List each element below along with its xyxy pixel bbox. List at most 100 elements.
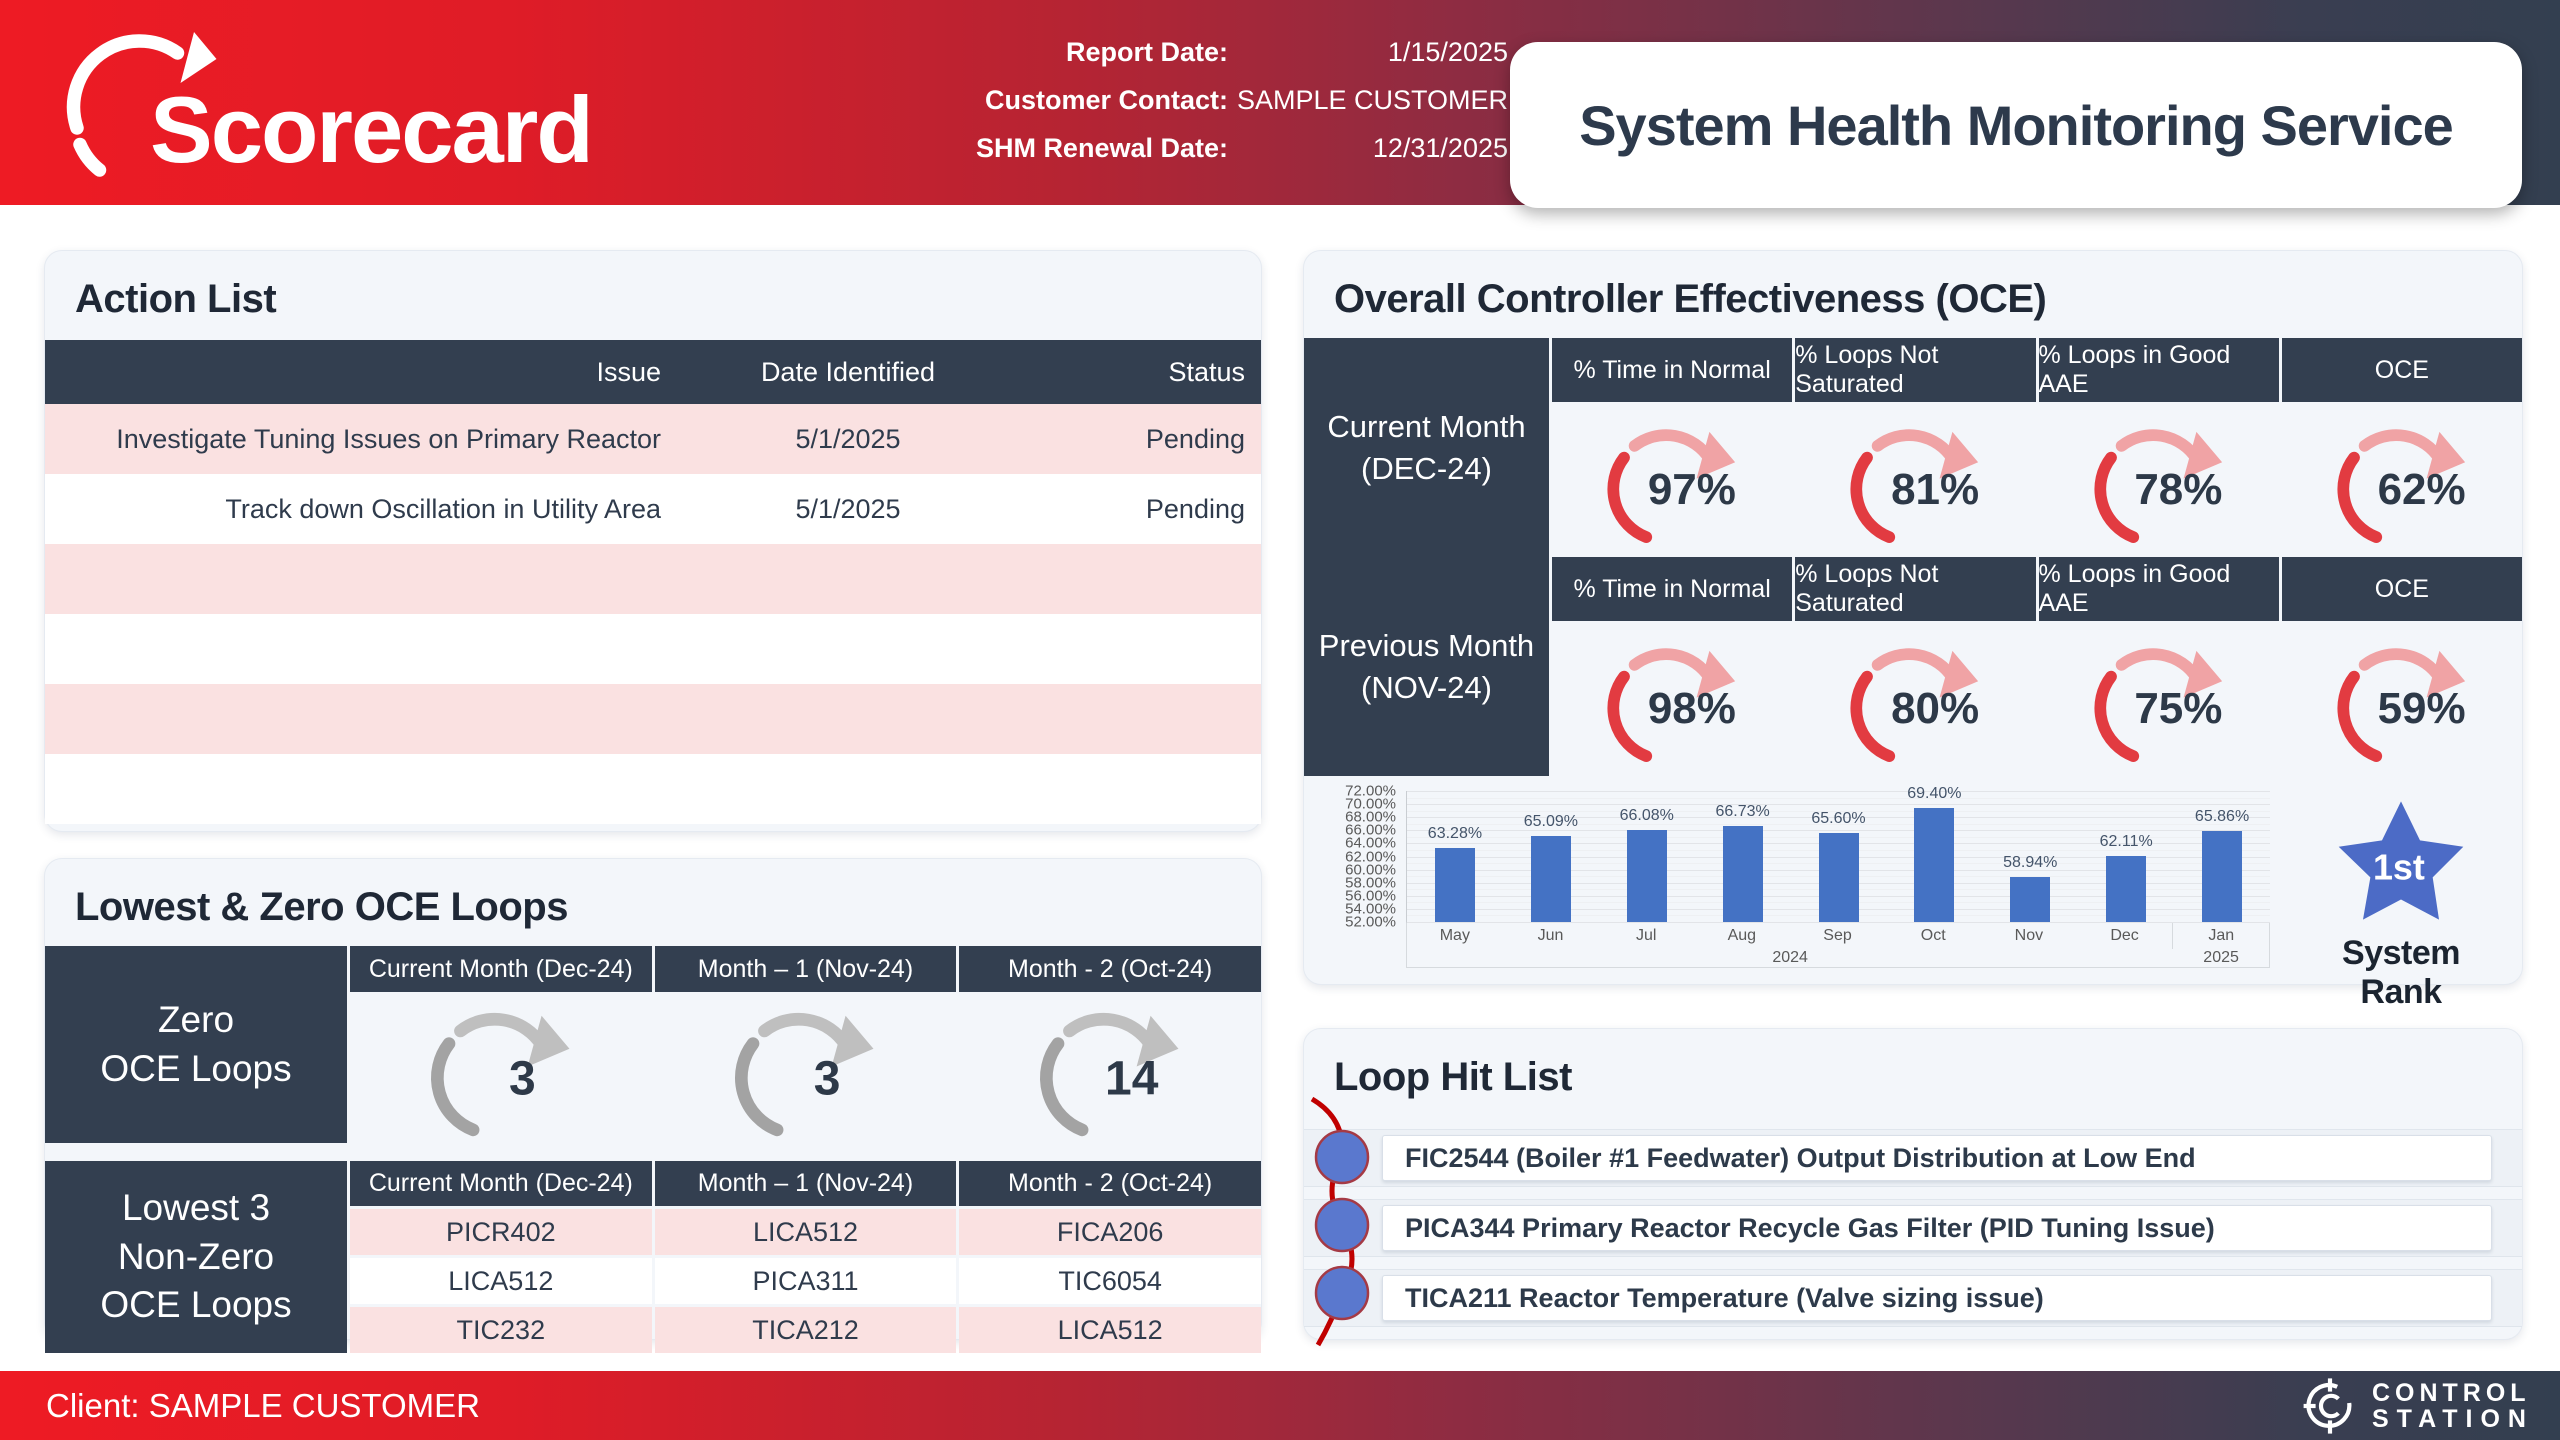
gauge: 14: [1027, 998, 1193, 1140]
footer-bar: Client: SAMPLE CUSTOMER CONTROL STATION: [0, 1371, 2560, 1440]
bar: [1818, 832, 1859, 922]
oce-gauge-cell: 59%: [2281, 624, 2522, 776]
gauge-value: 75%: [2134, 684, 2223, 734]
y-tick-label: 70.00%: [1345, 795, 1396, 813]
loop-tag-cell: TIC232: [350, 1307, 652, 1353]
column-header-date: Date Identified: [760, 356, 936, 387]
oce-month-block: Current Month (DEC-24)% Time in Normal% L…: [1304, 338, 2522, 557]
hit-list-item-text: PICA344 Primary Reactor Recycle Gas Filt…: [1405, 1212, 2215, 1243]
oce-month-blocks: Current Month (DEC-24)% Time in Normal% L…: [1304, 338, 2522, 776]
header-field-value: 12/31/2025: [1372, 132, 1508, 163]
lowest-zero-panel: Lowest & Zero OCE Loops Zero OCE Loops Cur…: [44, 858, 1262, 1353]
hit-list-bullet-circle: [1314, 1197, 1370, 1253]
action-list-row: [45, 684, 1261, 754]
gauge-arc-icon: [1607, 648, 1736, 762]
gauge-value: 78%: [2134, 465, 2223, 515]
chart-y-axis: 72.00% 70.00% 68.00% 66.00% 64.00% 62.00% 60.0…: [1322, 783, 1406, 973]
y-tick-label: 62.00%: [1345, 848, 1396, 865]
gauge: 62%: [2326, 415, 2478, 547]
hit-list-strip: TICA211 Reactor Temperature (Valve sizin…: [1304, 1269, 2522, 1327]
action-list-row: [45, 614, 1261, 684]
header-bar: Scorecard Report Date: 1/15/2025 Custome…: [0, 0, 2560, 208]
gauge: 75%: [2083, 634, 2235, 766]
client-label: Client: SAMPLE CUSTOMER: [46, 1387, 480, 1424]
year-group-label: 2025: [2203, 949, 2239, 966]
bar-data-label: 65.86%: [2194, 808, 2250, 826]
gridline: [1407, 797, 2270, 799]
gauge: 3: [418, 998, 584, 1140]
rank-value: 1st: [2373, 847, 2425, 887]
gauge-arc-icon: [1607, 429, 1736, 543]
oce-column-header: OCE: [2281, 338, 2522, 402]
hit-list-item: TICA211 Reactor Temperature (Valve sizin…: [1382, 1275, 2492, 1321]
rank-label: System Rank: [2342, 934, 2460, 1011]
gauge: 3: [722, 998, 888, 1140]
gauge: 97%: [1596, 415, 1748, 547]
issue-cell: Investigate Tuning Issues on Primary Rea…: [116, 423, 661, 454]
gauge-value: 59%: [2377, 684, 2466, 734]
bar: [1914, 808, 1955, 922]
loop-tag-cell: TICA212: [654, 1307, 957, 1353]
oce-title: Overall Controller Effectiveness (OCE): [1334, 277, 2047, 321]
y-tick-label: 58.00%: [1345, 874, 1396, 892]
x-tick-label: Jan: [2172, 923, 2269, 949]
scorecard-gauge-icon: [66, 32, 217, 177]
zero-oce-label: Zero OCE Loops: [45, 946, 347, 1143]
x-tick-label: Jun: [1537, 927, 1564, 944]
bar: [1530, 836, 1571, 922]
bar-data-label: 66.08%: [1619, 806, 1674, 824]
oce-gauge-cell: 97%: [1552, 405, 1793, 557]
oce-column-header: % Time in Normal: [1552, 557, 1793, 621]
status-cell: Pending: [1145, 423, 1245, 454]
zero-oce-gauge-cell: 3: [654, 995, 957, 1143]
bar: [1434, 848, 1475, 922]
hit-list-strip: PICA344 Primary Reactor Recycle Gas Filt…: [1304, 1199, 2522, 1257]
zero-oce-table: Zero OCE Loops Current Month (Dec-24) Month…: [45, 946, 1261, 1143]
system-rank: 1st System Rank: [2316, 795, 2486, 1012]
x-tick-label: May: [1439, 927, 1470, 944]
gauge: 98%: [1596, 634, 1748, 766]
x-tick-label: Aug: [1727, 927, 1757, 944]
bar: [2106, 855, 2147, 922]
gauge-arc-icon: [735, 1012, 874, 1137]
gridline: [1407, 922, 2270, 923]
page-title: System Health Monitoring Service: [1579, 93, 2454, 157]
gauge-arc-icon: [2337, 648, 2466, 762]
logo-text: Scorecard: [150, 77, 594, 182]
bar-data-label: 69.40%: [1907, 785, 1962, 803]
oce-column-header: % Time in Normal: [1552, 338, 1793, 402]
y-tick-label: 72.00%: [1345, 782, 1396, 800]
gridline: [1407, 830, 2270, 832]
gauge-value: 81%: [1891, 465, 1980, 515]
chart-year-labels: 2024 2025: [1407, 949, 2269, 967]
bar-data-label: 65.09%: [1523, 813, 1578, 831]
loop-tag-cell: PICA311: [654, 1258, 957, 1304]
lowest-zero-title: Lowest & Zero OCE Loops: [75, 885, 568, 929]
header-field-label: Customer Contact:: [984, 84, 1228, 115]
x-tick-label: Oct: [1920, 927, 1946, 944]
gauge-value: 3: [509, 1052, 536, 1106]
action-list-body: Investigate Tuning Issues on Primary Rea…: [45, 404, 1261, 824]
rank-star-icon: 1st: [2338, 801, 2464, 920]
month-column-header: Current Month (Dec-24): [350, 1161, 652, 1206]
oce-column-header: OCE: [2281, 557, 2522, 621]
loop-tag-cell: LICA512: [350, 1258, 652, 1304]
bar-data-label: 66.73%: [1715, 802, 1770, 820]
column-header-issue: Issue: [596, 356, 661, 387]
gridline: [1407, 810, 2270, 812]
gauge-value: 62%: [2377, 465, 2466, 515]
oce-block-label: Previous Month (NOV-24): [1304, 557, 1549, 776]
header-field-row: SHM Renewal Date: 12/31/2025: [700, 124, 1508, 172]
gauge: 78%: [2083, 415, 2235, 547]
action-list-row: [45, 754, 1261, 824]
action-list-header: Issue Date Identified Status: [45, 340, 1261, 404]
date-cell: 5/1/2025: [795, 423, 901, 454]
oce-gauge-cell: 81%: [1795, 405, 2036, 557]
header-field-label: Report Date:: [1065, 36, 1228, 67]
action-list-table: Issue Date Identified Status Investigate…: [45, 340, 1261, 824]
bar-data-label: 65.60%: [1811, 809, 1866, 827]
control-station-icon: [2303, 1377, 2352, 1434]
gauge-value: 98%: [1647, 684, 1736, 734]
action-list-panel: Action List Issue Date Identified Status…: [44, 250, 1262, 832]
